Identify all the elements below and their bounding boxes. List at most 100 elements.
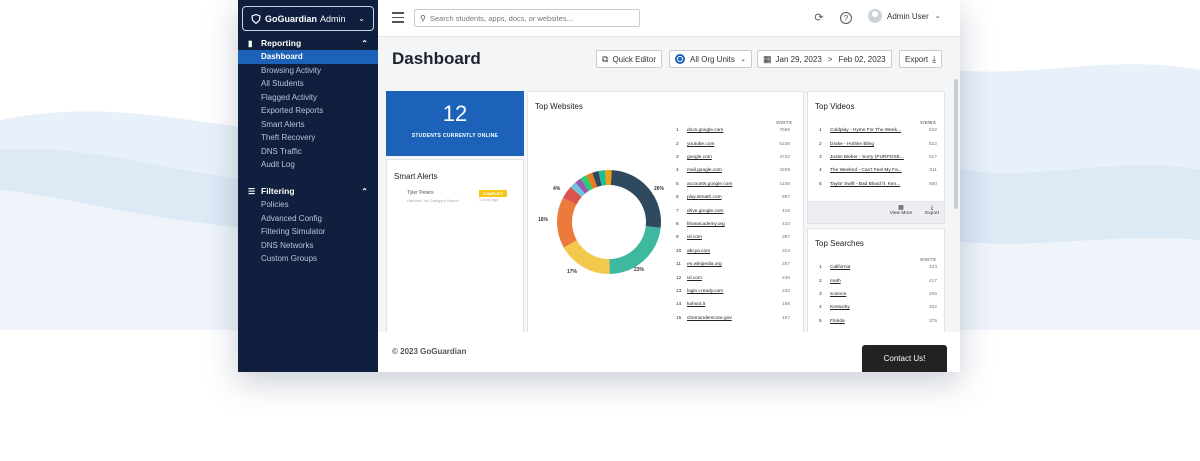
rank: 3 [819,155,822,161]
list-item[interactable]: 5 Taylor Swift - Bad Blood ft. Ken... 500 [819,178,937,192]
list-item[interactable]: 4 mail.google.com 4209 [676,164,790,178]
alert-time: 1 hour ago [479,197,499,202]
sidebar-item-dns-traffic[interactable]: DNS Traffic [261,146,302,156]
donut-slice[interactable] [609,226,661,274]
list-item[interactable]: 4 The Weeknd - Can't Feel My Fa... 511 [819,164,937,178]
list-item[interactable]: 4 Kentucky 402 [819,301,937,315]
item-name[interactable]: google.com [687,155,712,161]
sidebar-item-exported-reports[interactable]: Exported Reports [261,106,324,115]
item-name[interactable]: Florida [830,318,845,324]
donut-slice[interactable] [563,240,610,274]
list-item[interactable]: 5 accounts.google.com 1108 [676,178,790,192]
donut-slice[interactable] [570,182,586,198]
sidebar-item-advanced-config[interactable]: Advanced Config [261,213,322,223]
sidebar-item-smart-alerts[interactable]: Smart Alerts [261,119,305,129]
list-item[interactable]: 1 docs.google.com 7566 [676,124,790,138]
sidebar-item-theft-recovery[interactable]: Theft Recovery [261,133,316,142]
sync-icon[interactable]: ⟳ [814,12,824,24]
item-name[interactable]: ixl.com [687,275,702,281]
item-name[interactable]: en.wikipedia.org [687,262,722,268]
item-name[interactable]: khanacademy.org [687,222,725,228]
sidebar-item-all-students[interactable]: All Students [261,79,304,88]
item-name[interactable]: kahoot.it [687,302,706,308]
scrollbar[interactable] [954,79,958,209]
user-menu[interactable]: Admin User ⌄ [868,9,941,23]
list-item[interactable]: 3 google.com 4720 [676,151,790,165]
list-item[interactable]: 3 science 406 [819,288,937,302]
item-name[interactable]: science [830,292,847,298]
list-item[interactable]: 13 login.i-ready.com 242 [676,285,790,299]
item-name[interactable]: Coldplay - Hymn For The Week... [830,128,901,134]
sidebar-item-browsing-activity[interactable]: Browsing Activity [261,65,322,75]
list-item[interactable]: 2 math 417 [819,274,937,288]
donut-slice[interactable] [592,171,602,187]
list-item[interactable]: 10 abcya.com 314 [676,245,790,259]
donut-slice[interactable] [580,175,593,192]
list-item[interactable]: 3 Justin Bieber - Sorry (PURPOSE... 517 [819,151,937,165]
students-online-card[interactable]: 12 STUDENTS CURRENTLY ONLINE [386,91,524,156]
donut-slice[interactable] [610,170,661,228]
donut-slice[interactable] [575,178,589,194]
list-item[interactable]: 8 khanacademy.org 410 [676,218,790,232]
contact-us-button[interactable]: Contact Us! [862,345,947,372]
sidebar-section-header[interactable]: ☰ Filtering ⌃ [238,184,378,198]
export-button[interactable]: Export ⤓ [899,50,943,68]
list-item[interactable]: 11 en.wikipedia.org 257 [676,258,790,272]
list-item[interactable]: 6 play.stmath.com 697 [676,191,790,205]
quick-editor-button[interactable]: ⧉ Quick Editor [596,50,663,68]
list-item[interactable]: 15 chemunderscore.gov 157 [676,312,790,326]
item-name[interactable]: play.stmath.com [687,195,722,201]
list-item[interactable]: 9 ixl.com 387 [676,231,790,245]
donut-slice[interactable] [605,170,612,186]
item-name[interactable]: The Weeknd - Can't Feel My Fa... [830,168,902,174]
sidebar-item-policies[interactable]: Policies [261,200,289,209]
list-item[interactable]: 1 California 423 [819,261,937,275]
item-name[interactable]: math [830,278,841,284]
org-units-select[interactable]: All Org Units ⌄ [669,50,752,68]
item-name[interactable]: mail.google.com [687,168,722,174]
item-name[interactable]: ixl.com [687,235,702,241]
sidebar-item-dns-networks[interactable]: DNS Networks [261,240,314,250]
item-name[interactable]: abcya.com [687,248,711,254]
donut-slice[interactable] [598,170,607,186]
item-name[interactable]: Justin Bieber - Sorry (PURPOSE... [830,155,904,161]
item-name[interactable]: Taylor Swift - Bad Blood ft. Ken... [830,181,901,187]
item-name[interactable]: accounts.google.com [687,181,733,187]
donut-slice[interactable] [586,172,598,189]
sidebar-section-header[interactable]: ▮ Reporting ⌃ [238,36,378,50]
list-item[interactable]: 5 Florida 375 [819,315,937,329]
item-name[interactable]: Kentucky [830,305,850,311]
sidebar-item-filtering-simulator[interactable]: Filtering Simulator [261,227,326,236]
item-name[interactable]: chemunderscore.gov [687,315,732,321]
list-item[interactable]: 1 Coldplay - Hymn For The Week... 532 [819,124,937,138]
item-value: 532 [928,128,937,134]
list-item[interactable]: 12 ixl.com 245 [676,271,790,285]
item-name[interactable]: drive.google.com [687,208,724,214]
alert-item[interactable]: Tyler Peters Devoted 1st Category Report… [407,190,508,203]
item-name[interactable]: docs.google.com [687,128,724,134]
sidebar-item-flagged-activity[interactable]: Flagged Activity [261,92,318,102]
item-name[interactable]: California [830,265,851,271]
item-name[interactable]: youtube.com [687,141,715,147]
item-value: 511 [929,168,937,174]
date-range-picker[interactable]: ▦ Jan 29, 2023 > Feb 02, 2023 [757,50,892,68]
rank: 13 [676,289,682,295]
sidebar-item-custom-groups[interactable]: Custom Groups [261,254,318,263]
search-input[interactable]: ⚲ Search students, apps, docs, or websit… [414,9,640,27]
export-videos-button[interactable]: ⤓ Export [917,205,947,217]
list-item[interactable]: 2 Drake - Hotline Bling 522 [819,137,937,151]
view-more-button[interactable]: ▦ View More [886,205,916,217]
menu-icon[interactable] [392,12,404,23]
sidebar-item-audit-log[interactable]: Audit Log [261,160,295,169]
item-name[interactable]: login.i-ready.com [687,289,724,295]
donut-slice[interactable] [563,186,582,205]
rank: 4 [819,305,822,311]
help-icon[interactable]: ? [840,12,852,24]
list-item[interactable]: 14 kahoot.it 186 [676,298,790,312]
sidebar-item-dashboard[interactable]: Dashboard [238,50,378,64]
list-item[interactable]: 7 drive.google.com 416 [676,204,790,218]
brand-switcher[interactable]: GoGuardian Admin ⌄ [242,6,374,31]
item-name[interactable]: Drake - Hotline Bling [830,141,874,147]
list-item[interactable]: 2 youtube.com 6236 [676,137,790,151]
donut-slice[interactable] [557,197,577,248]
